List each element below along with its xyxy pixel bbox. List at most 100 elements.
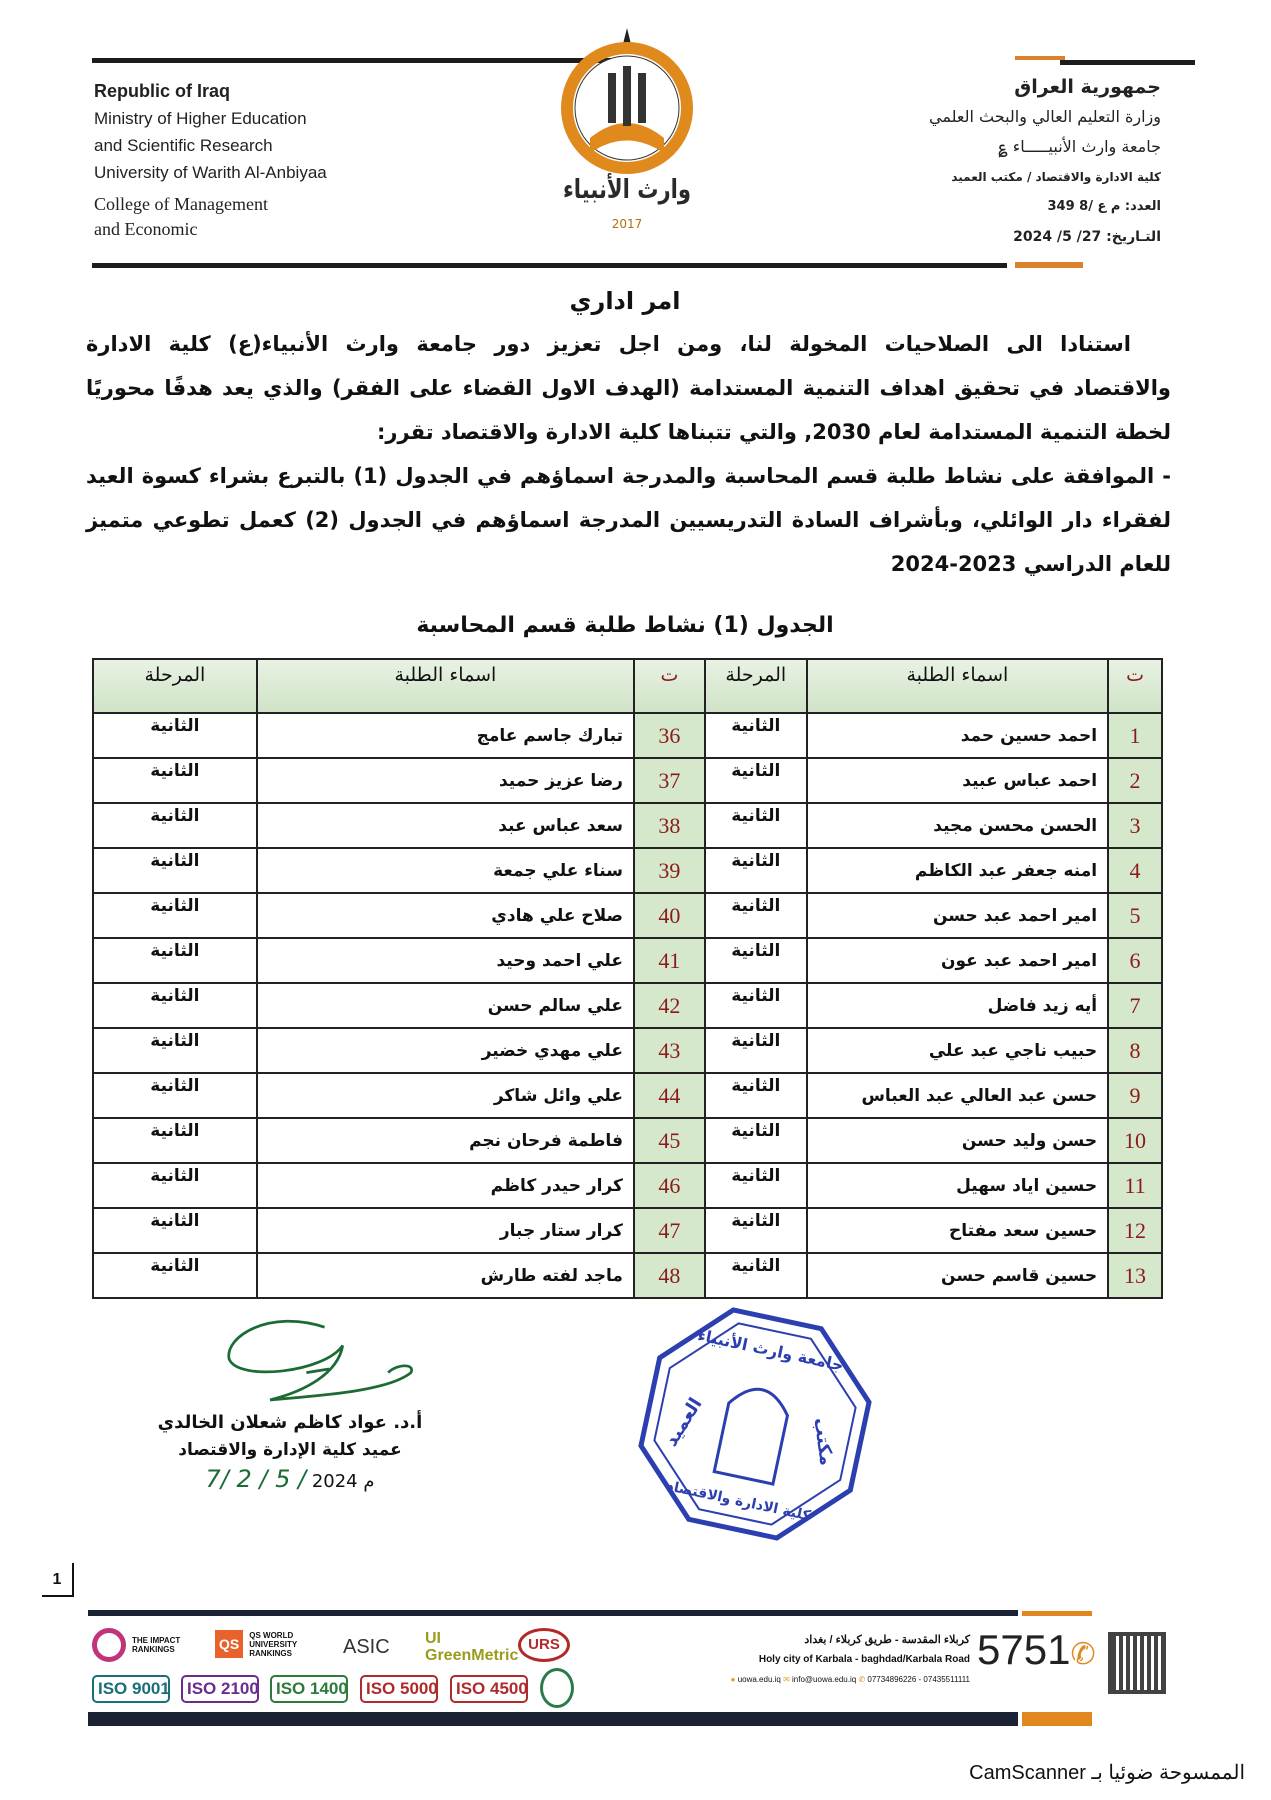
student-stage: الثانية [703,1117,808,1164]
student-stage: الثانية [92,847,258,894]
table-row: 13 حسين قاسم حسن الثانية 48 ماجد لفته طارش ال… [92,1252,1163,1299]
table-row: 6 امير احمد عبد عون الثانية 41 علي احمد وحيد… [92,937,1163,984]
header-date: التـاريخ: 27/ 5/ 2024 [1013,229,1161,245]
student-name: كرار ستار جبار [255,1207,635,1254]
table-row: 1 احمد حسين حمد الثانية 36 تبارك جاسم عامج ال… [92,712,1163,759]
student-name: فاطمة فرحان نجم [255,1117,635,1164]
row-number: 39 [632,847,706,894]
stamp-right-text: مكتب [809,1416,836,1466]
student-name: حبيب ناجي عبد علي [805,1027,1110,1074]
student-name: احمد عباس عبيد [805,757,1110,804]
student-name: علي احمد وحيد [255,937,635,984]
camscanner-watermark: الممسوحة ضوئيا بـ CamScanner [969,1762,1245,1784]
student-stage: الثانية [92,1027,258,1074]
urs-logo: URS [518,1628,570,1662]
qs-logo: QS QS WORLD UNIVERSITY RANKINGS [215,1630,311,1658]
student-name: كرار حيدر كاظم [255,1162,635,1209]
row-number: 45 [632,1117,706,1164]
hotline-number: 5751 [977,1626,1071,1673]
student-name: علي وائل شاكر [255,1072,635,1119]
student-stage: الثانية [92,1072,258,1119]
globe-icon: ● [730,1675,736,1684]
iso-9001-badge: ISO 9001 [92,1675,170,1703]
header-top-rule-left [92,58,637,63]
footer-phones: 07734896226 - 07435511111 [867,1675,970,1684]
signature-date-handwritten: 7/ 2 / 5 / [205,1465,307,1493]
student-name: حسن وليد حسن [805,1117,1110,1164]
row-number: 41 [632,937,706,984]
header-num-2: ت [632,658,706,714]
footer-email[interactable]: info@uowa.edu.iq [792,1675,857,1684]
header-name-1: اسماء الطلبة [805,658,1110,714]
student-stage: الثانية [92,757,258,804]
student-name: صلاح علي هادي [255,892,635,939]
student-stage: الثانية [703,802,808,849]
impact-rankings-logo: THE IMPACT RANKINGS [92,1628,187,1662]
impact-rankings-label: THE IMPACT RANKINGS [132,1636,181,1654]
row-number: 47 [632,1207,706,1254]
paragraph-1-line-1: استنادا الى الصلاحيات المخولة لنا، ومن ا… [86,332,1131,356]
signatory-position: عميد كلية الإدارة والاقتصاد [178,1440,402,1460]
footer-address-en: Holy city of Karbala - baghdad/Karbala R… [758,1654,970,1665]
row-number: 36 [632,712,706,759]
student-name: تبارك جاسم عامج [255,712,635,759]
paragraph-2-line-2: لفقراء دار الوائلي، وبأشراف السادة التدر… [86,508,1171,532]
header-en-ministry: Ministry of Higher Education [94,109,307,128]
table-row: 5 امير احمد عبد حسن الثانية 40 صلاح علي هادي… [92,892,1163,939]
student-stage: الثانية [92,937,258,984]
dean-office-stamp: جامعة وارث الأنبياء العميد مكتب كلية الا… [619,1288,892,1561]
signature-block: أ.د. عواد كاظم شعلان الخالدي عميد كلية ا… [130,1309,450,1498]
header-en-college: College of Management and Economic [94,192,514,242]
table-row: 2 احمد عباس عبيد الثانية 37 رضا عزيز حميد الث… [92,757,1163,804]
student-stage: الثانية [703,757,808,804]
footer-bottom-rule [88,1712,1018,1726]
student-stage: الثانية [92,802,258,849]
table-row: 8 حبيب ناجي عبد علي الثانية 43 علي مهدي خضير… [92,1027,1163,1074]
student-stage: الثانية [703,982,808,1029]
student-name: الحسن محسن مجيد [805,802,1110,849]
row-number: 8 [1107,1027,1163,1074]
student-name: احمد حسين حمد [805,712,1110,759]
header-num-1: ت [1107,658,1163,714]
stamp-left-text: العميد [661,1394,707,1450]
header-name-2: اسماء الطلبة [255,658,635,714]
row-number: 37 [632,757,706,804]
table-row: 3 الحسن محسن مجيد الثانية 38 سعد عباس عبد الث… [92,802,1163,849]
row-number: 9 [1107,1072,1163,1119]
student-stage: الثانية [703,1072,808,1119]
student-name: حسن عبد العالي عبد العباس [805,1072,1110,1119]
qs-label: QS WORLD UNIVERSITY RANKINGS [249,1630,298,1658]
student-name: أيه زيد فاضل [805,982,1110,1029]
student-stage: الثانية [703,937,808,984]
signatory-name: أ.د. عواد كاظم شعلان الخالدي [157,1412,423,1433]
header-ref-number: العدد: م ع /8 349 [1047,199,1161,214]
table-caption: الجدول (1) نشاط طلبة قسم المحاسبة [416,613,834,638]
qr-code[interactable] [1108,1632,1166,1694]
header-ar-ministry: وزارة التعليم العالي والبحث العلمي [929,107,1161,126]
header-ar-block: جمهورية العراق وزارة التعليم العالي والب… [801,72,1161,252]
header-bottom-rule-accent [1015,262,1083,268]
row-number: 7 [1107,982,1163,1029]
student-stage: الثانية [703,847,808,894]
logo-arabic-text: وارث الأنبياء [563,173,691,205]
row-number: 38 [632,802,706,849]
student-stage: الثانية [92,1162,258,1209]
student-name: سعد عباس عبد [255,802,635,849]
table-row: 10 حسن وليد حسن الثانية 45 فاطمة فرحان نجم ال… [92,1117,1163,1164]
footer-address-ar: كربلاء المقدسة - طريق كربلاء / بغداد [804,1634,970,1646]
greenmetric-logo: UI GreenMetric [425,1630,519,1664]
student-name: حسين سعد مفتاح [805,1207,1110,1254]
student-name: علي مهدي خضير [255,1027,635,1074]
paragraph-2-line-1: - الموافقة على نشاط طلبة قسم المحاسبة وا… [86,464,1171,488]
header-en-ministry-2: and Scientific Research [94,136,273,155]
table-row: 11 حسين اياد سهيل الثانية 46 كرار حيدر كاظم ا… [92,1162,1163,1209]
footer-website[interactable]: uowa.edu.iq [737,1675,781,1684]
row-number: 2 [1107,757,1163,804]
footer-hotline: 5751✆ [977,1626,1096,1679]
header-top-rule-accent [1015,56,1065,60]
student-name: علي سالم حسن [255,982,635,1029]
table-row: 4 امنه جعفر عبد الكاظم الثانية 39 سناء علي ج… [92,847,1163,894]
student-stage: الثانية [92,712,258,759]
student-name: سناء علي جمعة [255,847,635,894]
table-row: 9 حسن عبد العالي عبد العباس الثانية 44 علي و… [92,1072,1163,1119]
